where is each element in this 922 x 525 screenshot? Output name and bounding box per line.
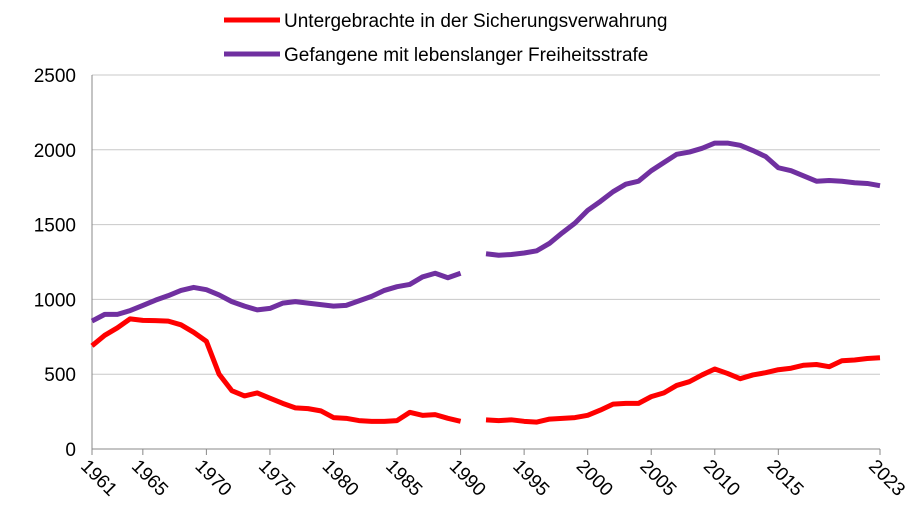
x-tick-label: 1980: [318, 456, 363, 501]
y-tick-label: 500: [44, 365, 76, 386]
x-tick-label: 1985: [381, 456, 426, 501]
x-tick-label: 2010: [699, 456, 744, 501]
legend-label: Gefangene mit lebenslanger Freiheitsstra…: [284, 45, 648, 66]
x-tick-label: 2015: [763, 456, 808, 501]
x-tick-label: 1965: [127, 456, 172, 501]
y-tick-label: 1000: [34, 290, 76, 311]
y-tick-label: 0: [65, 440, 76, 461]
series-line: [90, 316, 881, 425]
y-tick-label: 2500: [34, 66, 76, 87]
x-tick-label: 1975: [254, 456, 299, 501]
y-tick-label: 2000: [34, 141, 76, 162]
legend-label: Untergebrachte in der Sicherungsverwahru…: [284, 11, 667, 32]
x-tick-label: 1961: [76, 456, 121, 501]
x-tick-label: 2023: [864, 456, 909, 501]
x-tick-label: 2000: [572, 456, 617, 501]
x-tick-label: 1995: [508, 456, 553, 501]
series-line: [90, 140, 881, 324]
y-tick-label: 1500: [34, 216, 76, 237]
x-tick-label: 1990: [445, 456, 490, 501]
x-tick-label: 1970: [191, 456, 236, 501]
x-tick-label: 2005: [635, 456, 680, 501]
